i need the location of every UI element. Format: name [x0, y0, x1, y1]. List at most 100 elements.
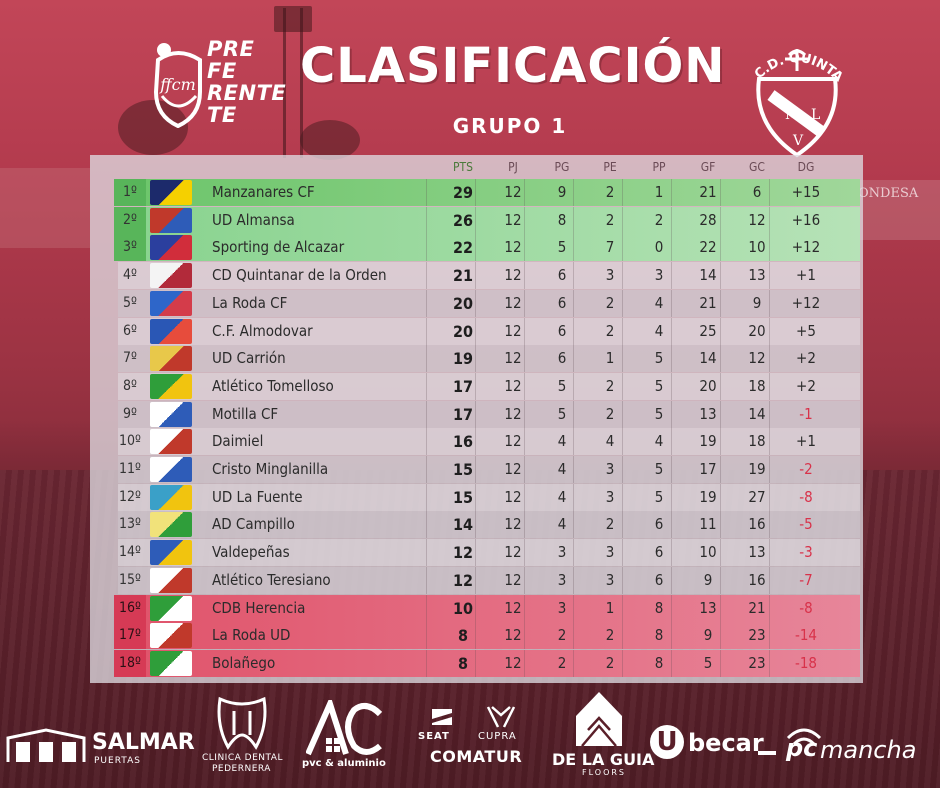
column-separator [671, 539, 672, 567]
table-row: 7º UD Carrión 19 12 6 1 5 14 12 +2 [118, 345, 860, 373]
column-separator [622, 234, 623, 262]
team-crest-icon [150, 595, 192, 621]
stat-pg: 2 [557, 626, 567, 645]
table-header: PTS PJ PG PE PP GF GC DG [90, 155, 863, 179]
position-cell: 17º [114, 622, 146, 650]
table-row: 4º CD Quintanar de la Orden 21 12 6 3 3 14 13 +1 [118, 262, 860, 290]
column-separator [622, 428, 623, 456]
column-separator [769, 234, 770, 262]
stat-pj: 12 [504, 183, 522, 201]
stat-pts: 15 [452, 460, 474, 479]
team-crest-icon [150, 567, 192, 593]
stat-pj: 12 [504, 653, 522, 672]
column-separator [671, 400, 672, 428]
stat-pg: 6 [557, 349, 567, 368]
table-row: 10º Daimiel 16 12 4 4 4 19 18 +1 [118, 428, 860, 456]
column-separator [524, 622, 525, 650]
column-separator [573, 511, 574, 539]
stat-dg: -2 [799, 460, 813, 478]
salmar-name: SALMAR [92, 730, 195, 755]
team-crest-icon [150, 235, 192, 261]
ac-sub: pvc & aluminio [302, 758, 386, 769]
stat-pj: 12 [504, 543, 522, 562]
stat-pg: 6 [557, 266, 567, 285]
banner-text: ONDESA [858, 186, 919, 201]
stat-pg: 8 [557, 210, 567, 229]
column-separator [769, 483, 770, 511]
stat-pe: 2 [605, 376, 615, 395]
position-cell: 16º [114, 594, 146, 622]
ubecar-underscore [758, 751, 776, 755]
stat-gc: 18 [748, 376, 766, 395]
stat-pj: 12 [504, 460, 522, 478]
column-separator [475, 539, 476, 567]
stat-gf: 22 [699, 238, 717, 257]
column-separator [426, 511, 427, 539]
table-row: 1º Manzanares CF 29 12 9 2 1 21 6 +15 [114, 179, 860, 206]
stat-gc: 20 [748, 321, 766, 340]
seat-text: SEAT [418, 731, 450, 742]
column-separator [671, 456, 672, 483]
team-name: Atlético Teresiano [212, 570, 331, 589]
column-separator [720, 345, 721, 373]
page-subtitle: GRUPO 1 [452, 114, 568, 138]
column-separator [426, 345, 427, 373]
stat-pp: 5 [654, 404, 664, 423]
position-cell: 18º [114, 649, 146, 677]
team-name: Motilla CF [212, 404, 279, 423]
stat-dg: +16 [791, 210, 821, 229]
column-separator [671, 428, 672, 456]
stat-pe: 1 [605, 598, 615, 617]
stat-pp: 6 [654, 543, 664, 562]
stat-gc: 23 [748, 626, 766, 645]
column-separator [524, 400, 525, 428]
team-name: Manzanares CF [212, 183, 315, 201]
wifi-signal-icon [786, 728, 822, 746]
team-name: Sporting de Alcazar [212, 238, 345, 257]
stat-pe: 3 [605, 487, 615, 506]
stat-pts: 14 [452, 515, 474, 535]
stat-gf: 13 [699, 404, 717, 423]
column-separator [720, 179, 721, 206]
stat-gc: 6 [752, 183, 762, 201]
stat-gc: 18 [748, 432, 766, 451]
stat-gc: 9 [752, 293, 762, 312]
stat-pp: 1 [654, 183, 664, 201]
background-building: ONDESA [850, 180, 940, 240]
column-separator [720, 262, 721, 290]
team-crest-icon [150, 263, 192, 289]
stat-gf: 28 [699, 210, 717, 229]
stat-pts: 20 [452, 293, 474, 313]
clinica-line2: PEDERNERA [212, 764, 271, 774]
stat-gf: 21 [699, 293, 717, 312]
table-row: 5º La Roda CF 20 12 6 2 4 21 9 +12 [118, 289, 860, 317]
column-separator [769, 428, 770, 456]
stat-pts: 22 [452, 238, 474, 258]
ubecar-initial: U [650, 725, 684, 759]
stat-pts: 16 [452, 432, 474, 452]
stat-pts: 10 [452, 598, 474, 618]
stat-pj: 12 [504, 238, 522, 257]
column-separator [769, 511, 770, 539]
stat-dg: -5 [799, 515, 813, 534]
stat-gf: 11 [699, 515, 717, 534]
column-separator [720, 234, 721, 262]
standings-table: PTS PJ PG PE PP GF GC DG 1º Manzanares CF… [90, 155, 863, 683]
column-separator [524, 594, 525, 622]
column-separator [720, 483, 721, 511]
stat-gc: 19 [748, 460, 766, 478]
stat-gc: 13 [748, 543, 766, 562]
team-crest-icon [150, 650, 192, 676]
column-separator [573, 483, 574, 511]
stat-pts: 19 [452, 349, 474, 369]
column-separator [524, 317, 525, 345]
column-separator [622, 400, 623, 428]
team-crest-icon [150, 401, 192, 427]
column-separator [769, 206, 770, 234]
column-separator [720, 372, 721, 400]
column-separator [622, 372, 623, 400]
column-separator [475, 372, 476, 400]
column-separator [671, 511, 672, 539]
stat-gf: 21 [699, 183, 717, 201]
stat-pj: 12 [504, 515, 522, 534]
